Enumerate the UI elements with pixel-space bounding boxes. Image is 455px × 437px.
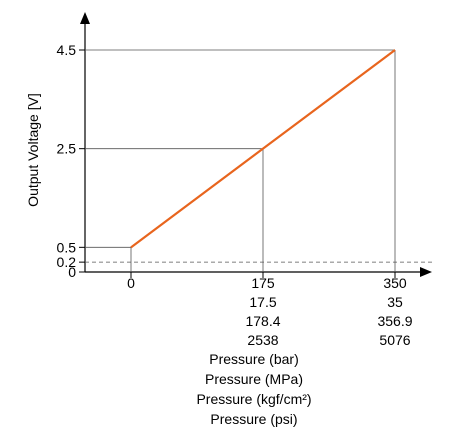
series-line xyxy=(130,49,396,249)
x-axis-label-bar: Pressure (bar) xyxy=(209,351,298,367)
x-tick-label: 350 xyxy=(383,275,407,291)
x-tick-label: 17.5 xyxy=(249,294,276,310)
y-axis-arrow xyxy=(80,12,90,24)
y-tick-label: 0 xyxy=(68,264,76,280)
y-tick-label: 2.5 xyxy=(57,141,77,157)
y-tick-label: 4.5 xyxy=(57,42,77,58)
y-tick-label: 0.5 xyxy=(57,239,77,255)
y-axis-label: Output Voltage [V] xyxy=(25,93,41,207)
y-tick-label: 0.2 xyxy=(57,254,77,270)
x-axis-label-psi: Pressure (psi) xyxy=(210,411,297,427)
x-tick-label: 178.4 xyxy=(245,313,280,329)
x-axis-label-mpa: Pressure (MPa) xyxy=(205,371,303,387)
x-tick-label: 175 xyxy=(251,275,275,291)
x-tick-label: 5076 xyxy=(379,332,410,348)
x-tick-label: 356.9 xyxy=(377,313,412,329)
x-tick-label: 35 xyxy=(387,294,403,310)
x-axis-arrow xyxy=(420,267,432,277)
x-axis-label-kgf: Pressure (kgf/cm²) xyxy=(196,391,311,407)
x-tick-label: 2538 xyxy=(247,332,278,348)
x-tick-label: 0 xyxy=(127,275,135,291)
